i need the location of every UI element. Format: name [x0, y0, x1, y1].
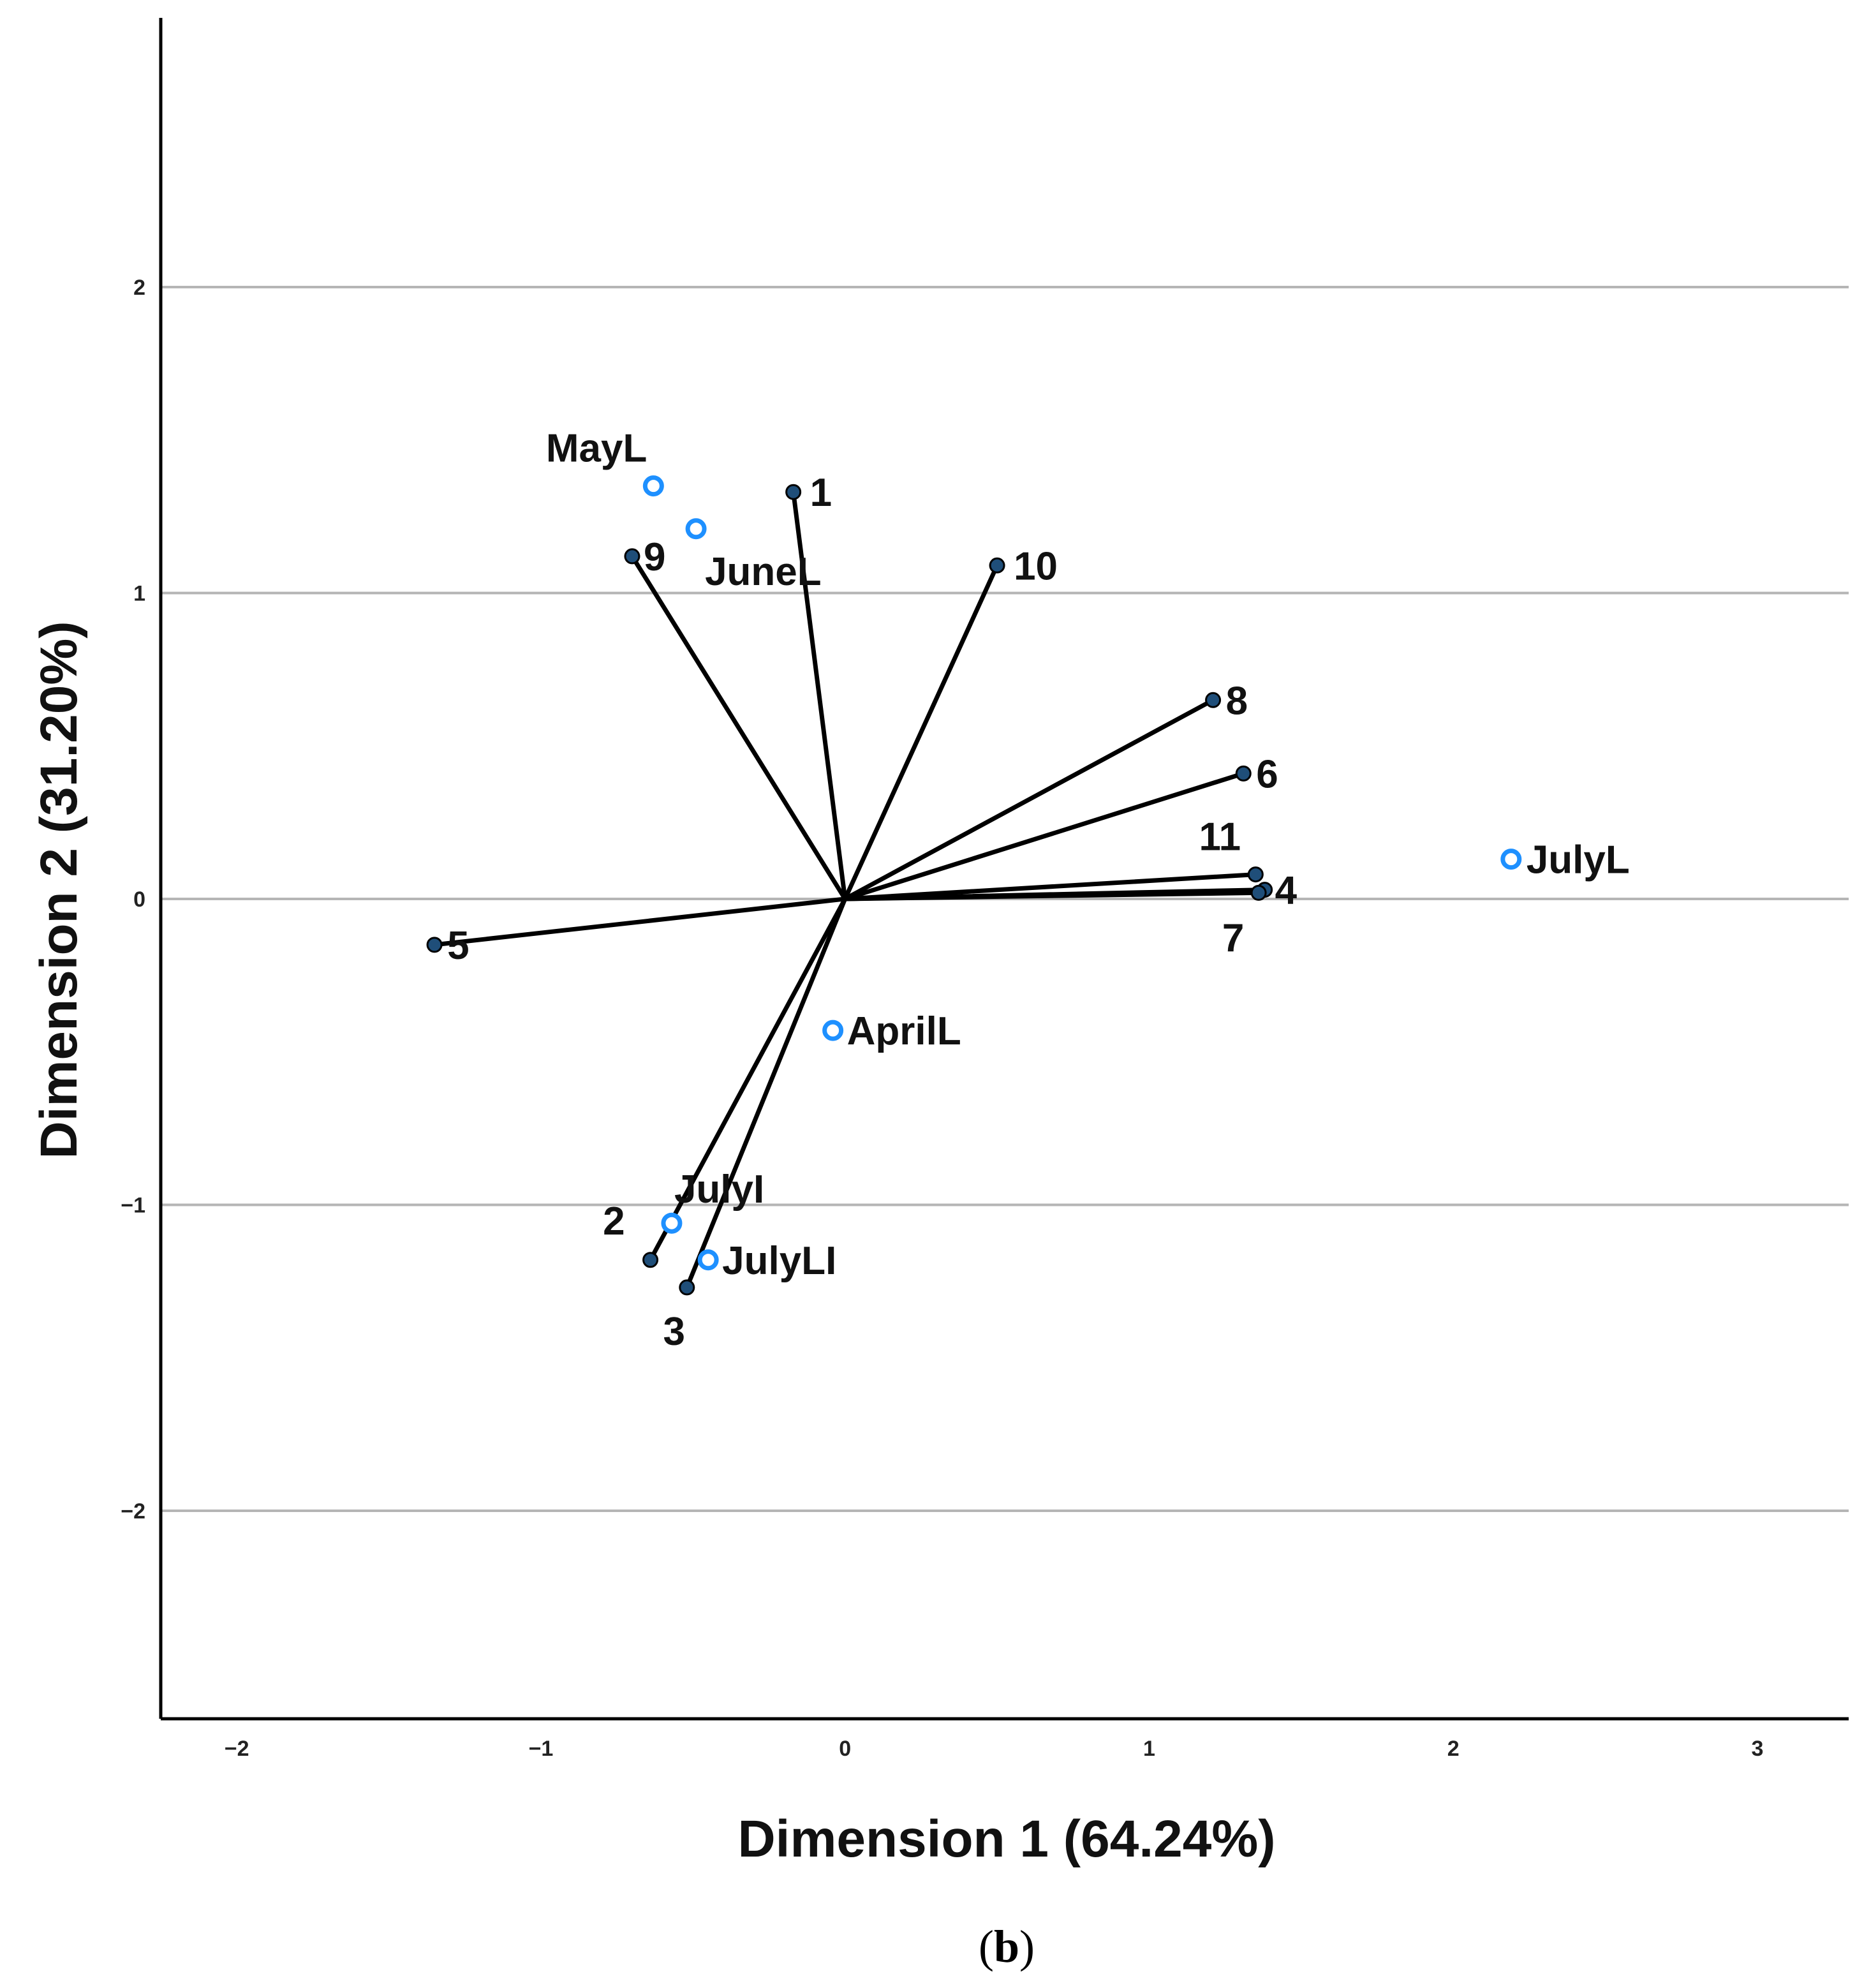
vector-label-8: 8 — [1226, 679, 1248, 723]
vector-line-1 — [791, 489, 848, 901]
y-axis-title: Dimension 2 (31.20%) — [30, 621, 88, 1159]
y-axis-ticks: −2 −1 0 1 2 — [121, 276, 145, 1524]
x-tick-label: 1 — [1143, 1737, 1155, 1761]
category-point-JulyL — [1500, 849, 1522, 870]
vector-label-10: 10 — [1014, 544, 1058, 588]
vector-line-3 — [684, 896, 848, 1290]
category-point-AprilL — [822, 1020, 844, 1041]
category-point-JulyI — [661, 1212, 683, 1234]
point-labels: 1 2 3 4 5 6 7 8 9 10 11 MayL JuneL JulyL AprilL JulyI Ju… — [447, 427, 1630, 1354]
category-label-AprilL: AprilL — [847, 1009, 961, 1053]
vector-lines — [432, 489, 1268, 1290]
y-tick-label: 2 — [133, 276, 145, 300]
vector-point-6 — [1235, 765, 1252, 782]
x-tick-label: −2 — [225, 1737, 249, 1761]
category-point-JulyLI — [697, 1249, 719, 1271]
vector-point-1 — [785, 484, 802, 500]
figure-caption: (b) — [979, 1921, 1035, 1972]
vector-line-7 — [843, 890, 1261, 901]
vector-line-5 — [432, 896, 848, 947]
vector-point-8 — [1205, 692, 1222, 708]
x-tick-label: 2 — [1447, 1737, 1460, 1761]
x-tick-label: 3 — [1752, 1737, 1764, 1761]
category-points — [642, 475, 1522, 1271]
x-axis-ticks: −2 −1 0 1 2 3 — [225, 1737, 1764, 1761]
vector-line-8 — [843, 697, 1216, 901]
category-label-JulyLI: JulyLI — [722, 1239, 836, 1283]
vector-point-11 — [1247, 866, 1264, 883]
vector-point-2 — [642, 1252, 659, 1268]
x-tick-label: −1 — [529, 1737, 554, 1761]
vector-label-7: 7 — [1222, 916, 1244, 960]
vector-point-3 — [679, 1279, 695, 1296]
y-tick-label: 0 — [133, 887, 145, 912]
vector-points — [426, 484, 1273, 1296]
vector-line-9 — [630, 554, 848, 901]
vector-label-2: 2 — [603, 1199, 625, 1243]
vector-label-1: 1 — [810, 471, 832, 515]
vector-point-10 — [989, 557, 1005, 574]
vector-line-6 — [843, 771, 1246, 901]
vector-label-3: 3 — [663, 1310, 685, 1354]
vector-line-11 — [843, 872, 1258, 901]
category-point-MayL — [642, 475, 664, 497]
y-tick-label: −2 — [121, 1499, 145, 1524]
category-point-JuneL — [685, 518, 707, 540]
x-axis-title: Dimension 1 (64.24%) — [737, 1810, 1275, 1868]
vector-label-6: 6 — [1256, 752, 1278, 796]
vector-line-2 — [648, 896, 848, 1263]
vector-label-5: 5 — [447, 924, 469, 968]
vector-line-10 — [843, 563, 1000, 901]
axes — [159, 18, 1849, 1721]
vector-point-9 — [624, 548, 640, 565]
category-label-JulyL: JulyL — [1527, 838, 1630, 882]
vector-point-7 — [1250, 884, 1267, 901]
vector-point-5 — [426, 937, 443, 953]
y-tick-label: 1 — [133, 581, 145, 605]
category-label-JulyI: JulyI — [674, 1168, 764, 1212]
x-tick-label: 0 — [839, 1737, 851, 1761]
vector-label-9: 9 — [644, 535, 665, 579]
category-label-JuneL: JuneL — [705, 550, 822, 594]
category-label-MayL: MayL — [546, 427, 647, 471]
vector-label-11: 11 — [1199, 815, 1241, 859]
gridlines — [161, 285, 1849, 1512]
vector-label-4: 4 — [1275, 869, 1298, 913]
y-tick-label: −1 — [121, 1193, 145, 1217]
